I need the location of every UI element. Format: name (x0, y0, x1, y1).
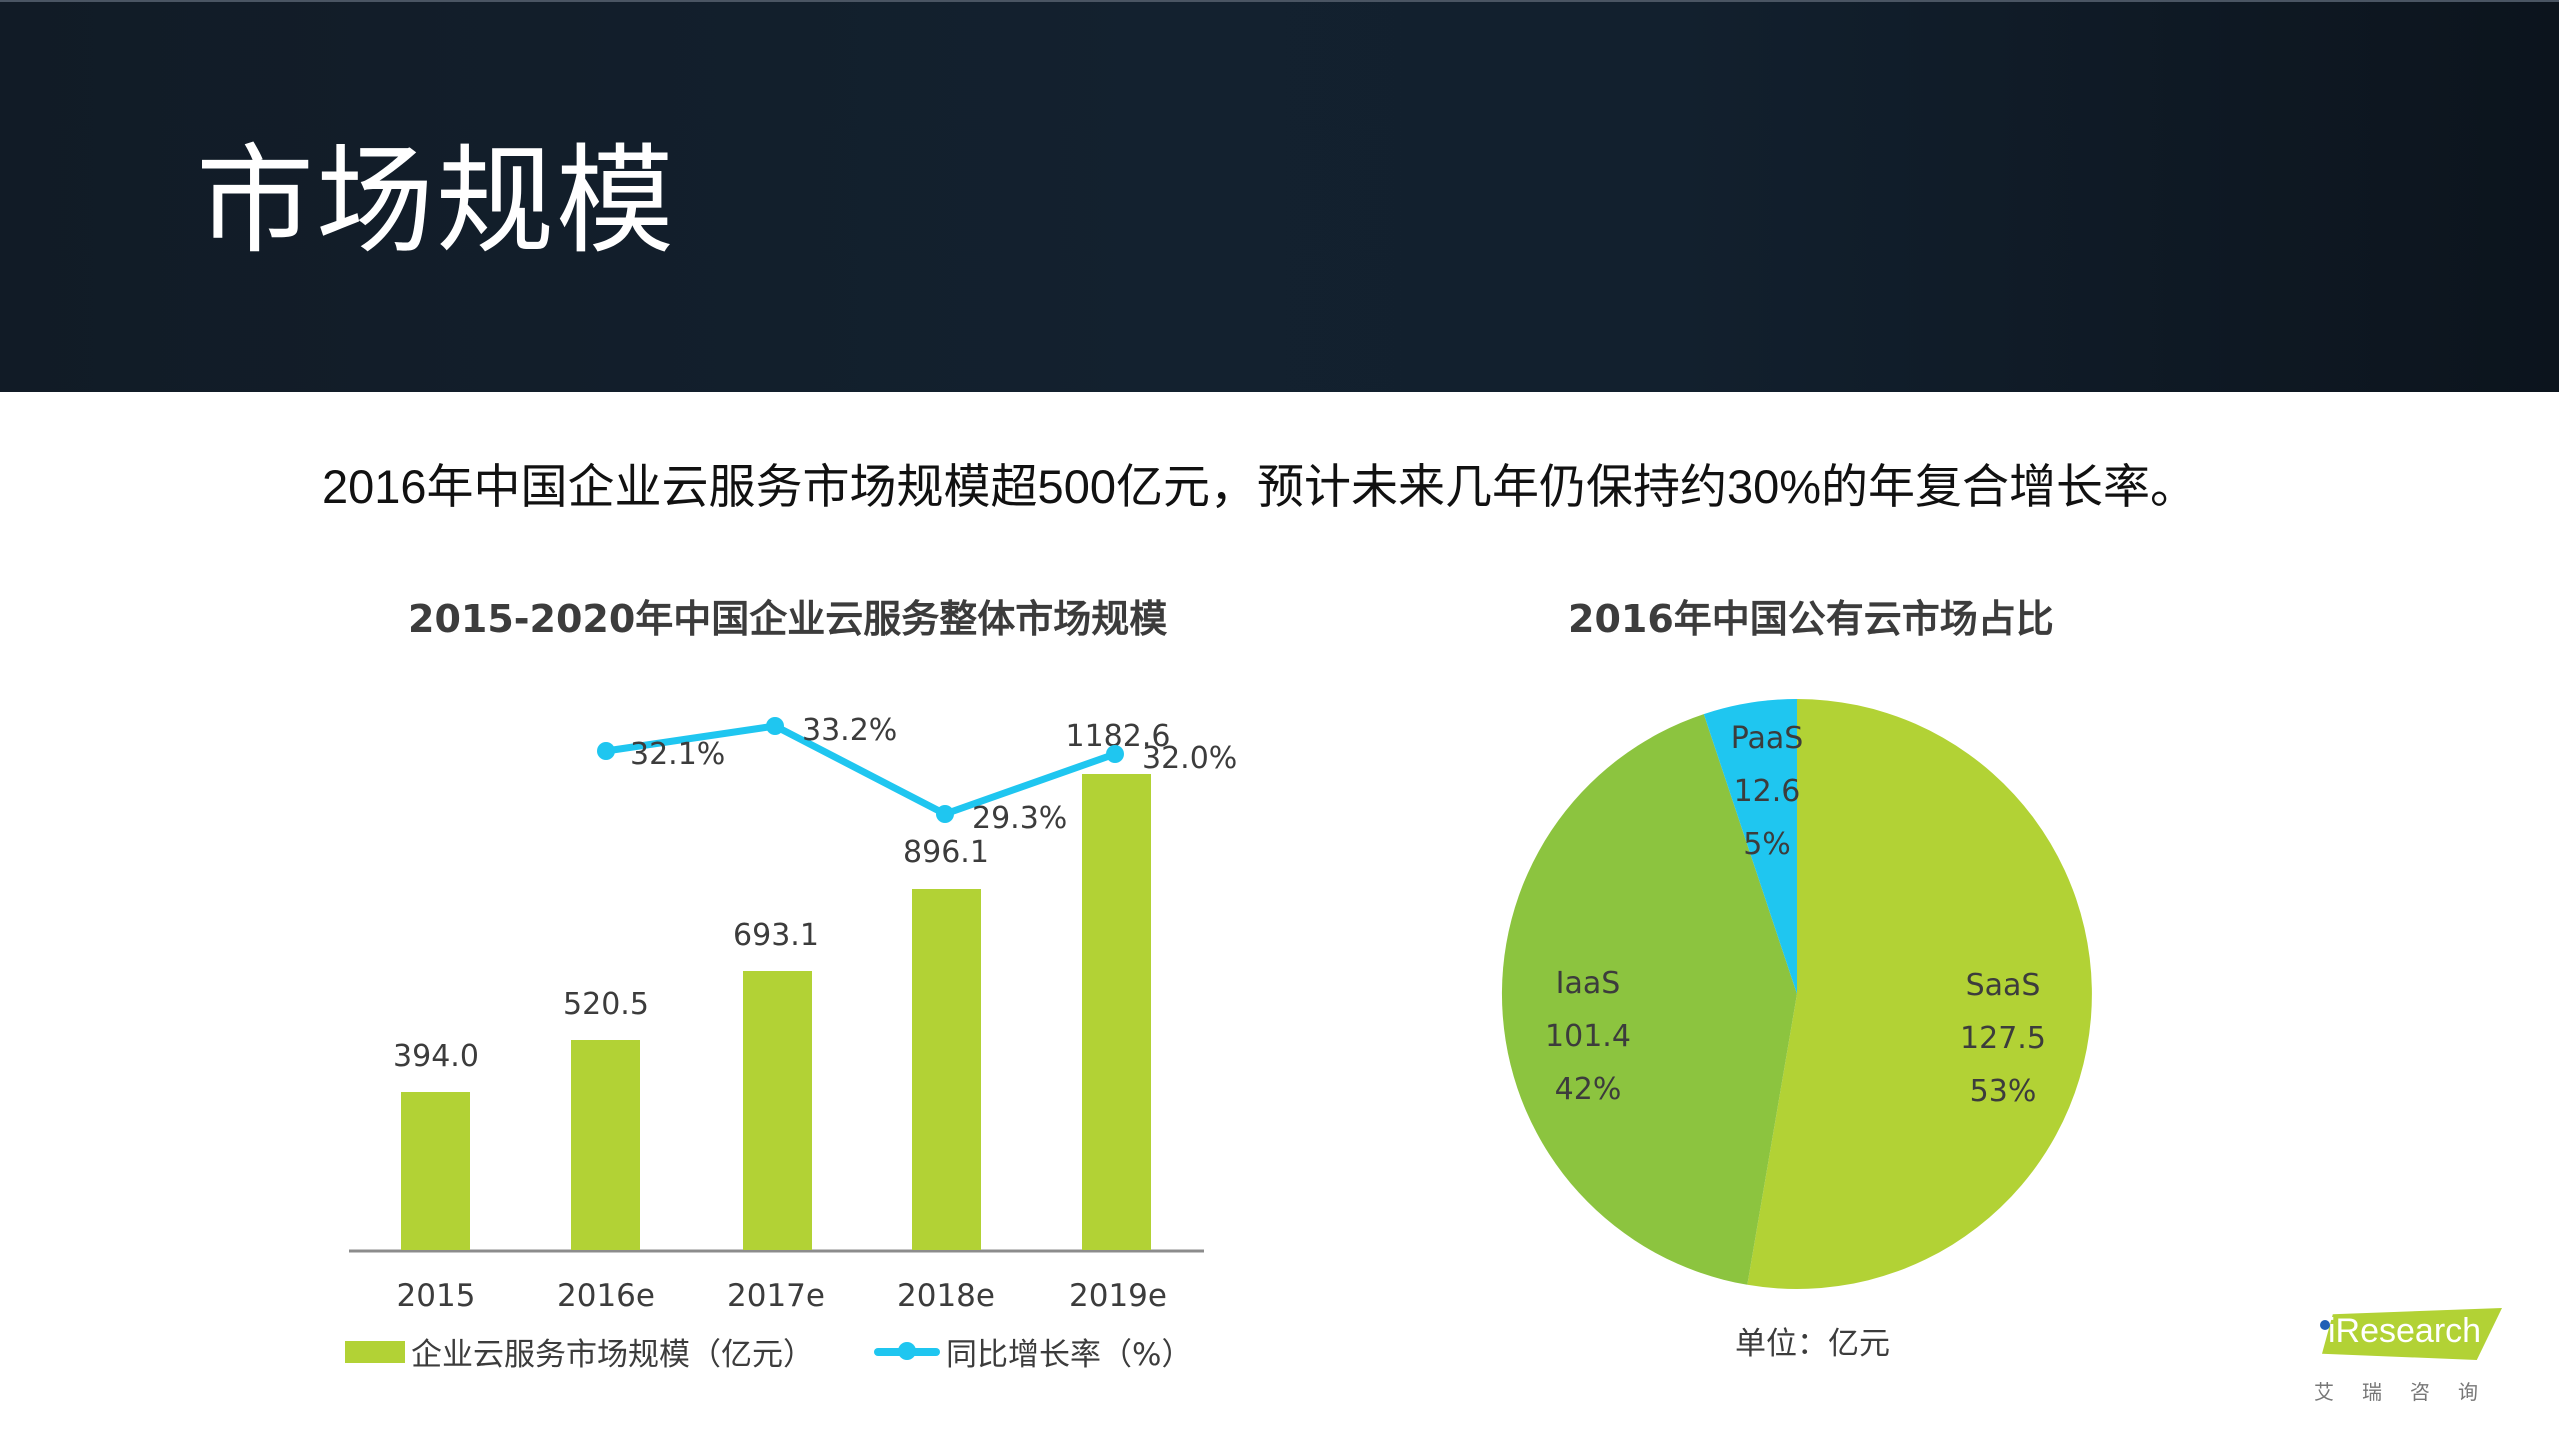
bar-chart-title: 2015-2020年中国企业云服务整体市场规模 (408, 597, 1168, 641)
pie-label-name: IaaS (1556, 966, 1621, 1001)
bar-value-label: 520.5 (563, 987, 649, 1022)
bar-chart: 394.0 520.5 693.1 896.1 1182.6 2015 2016… (349, 713, 1237, 1314)
logo-brand-text: iResearch (2328, 1312, 2482, 1350)
x-tick-label: 2017e (727, 1278, 825, 1314)
x-tick-label: 2015 (397, 1278, 476, 1314)
bar-2016e (571, 1040, 640, 1250)
line-legend-label: 同比增长率（%） (946, 1337, 1193, 1373)
summary-text: 2016年中国企业云服务市场规模超500亿元，预计未来几年仍保持约30%的年复合… (322, 460, 2198, 513)
pie-slice-saas (1747, 699, 2092, 1289)
line-marker (936, 805, 954, 823)
pie-label-pct: 5% (1743, 827, 1791, 862)
line-legend-marker-icon (874, 1341, 940, 1360)
bar-legend-swatch (345, 1340, 405, 1363)
pie-slice-iaas (1501, 714, 1797, 1285)
logo-cn-text: 艾瑞咨询 (2314, 1380, 2506, 1404)
x-tick-label: 2018e (897, 1278, 995, 1314)
logo-dot-icon (2320, 1320, 2330, 1330)
pie-label-pct: 42% (1555, 1072, 1622, 1107)
bar-legend-label: 企业云服务市场规模（亿元） (411, 1337, 814, 1373)
bar-value-label: 693.1 (733, 918, 819, 953)
line-value-label: 32.0% (1142, 741, 1237, 776)
growth-rate-line (605, 722, 1117, 818)
x-tick-label: 2016e (557, 1278, 655, 1314)
line-value-label: 29.3% (972, 801, 1067, 836)
iresearch-logo: iResearch 艾瑞咨询 (2306, 1300, 2506, 1410)
logo-badge (2322, 1308, 2502, 1360)
pie-label-value: 127.5 (1960, 1021, 2046, 1056)
bar-value-label: 896.1 (903, 835, 989, 870)
pie-label-name: PaaS (1731, 721, 1804, 756)
pie-chart: SaaS 127.5 53% IaaS 101.4 42% PaaS 12.6 … (1501, 699, 2092, 1289)
bar-chart-legend: 企业云服务市场规模（亿元） 同比增长率（%） (345, 1329, 1192, 1374)
pie-unit-label: 单位：亿元 (1735, 1326, 1890, 1362)
pie-label-value: 12.6 (1734, 774, 1801, 809)
bar-2019e (1082, 774, 1151, 1250)
line-marker (597, 742, 615, 760)
bar-2015 (401, 1092, 470, 1250)
pie-label-value: 101.4 (1545, 1019, 1631, 1054)
bar-2018e (912, 889, 981, 1250)
bar-value-label: 394.0 (393, 1039, 479, 1074)
pie-chart-title: 2016年中国公有云市场占比 (1568, 597, 2054, 641)
x-tick-label: 2019e (1069, 1278, 1167, 1314)
line-marker (1106, 745, 1124, 763)
pie-slice-paas (1703, 699, 1797, 994)
page-title: 市场规模 (196, 132, 677, 270)
line-value-label: 33.2% (802, 713, 897, 748)
line-value-label: 32.1% (630, 737, 725, 772)
pie-label-pct: 53% (1970, 1074, 2037, 1109)
line-marker (766, 717, 784, 735)
bar-2017e (743, 971, 812, 1250)
pie-label-name: SaaS (1966, 968, 2041, 1003)
header-banner: 市场规模 (0, 0, 2559, 392)
